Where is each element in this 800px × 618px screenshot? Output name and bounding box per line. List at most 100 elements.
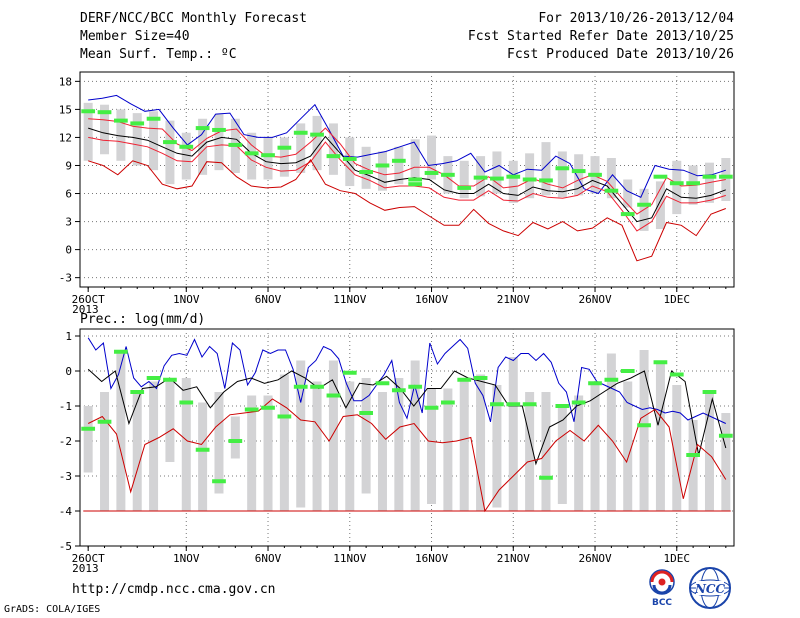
ensemble-box [704,392,714,511]
bcc-logo: BCC [649,569,675,608]
median-marker [620,212,635,217]
ensemble-box [198,118,208,175]
median-marker [571,169,586,174]
median-marker [637,202,651,207]
upper-line [88,94,726,198]
ensemble-box [149,111,159,171]
ensemble-box [508,160,518,203]
x-tick-label: 26OCT [72,552,105,565]
ensemble-box [525,153,535,199]
ensemble-box [574,154,584,196]
year-label: 2013 [72,303,99,316]
temperature-panel: -3 0 3 6 9 12 15 18 26OCT 1NOV 6NOV 11NOV 16NOV 21NOV… [59,71,735,316]
ncc-logo-text: NCC [694,582,726,596]
x-tick-label: 11NOV [333,552,366,565]
y-tick-label: 0 [65,365,72,378]
ensemble-box [541,392,551,511]
ensemble-box [492,151,502,194]
ensemble-box [214,392,224,494]
median-marker [97,419,112,424]
median-marker [539,178,553,183]
ensemble-box [296,123,306,173]
median-marker [604,188,619,193]
y-tick-label: -1 [59,400,72,413]
ncc-logo: NCC [689,567,731,609]
median-marker [588,172,602,177]
ensemble-box [149,381,159,511]
ensemble-box [639,350,649,511]
median-marker [391,388,406,393]
x-tick-label: 26OCT [72,293,105,306]
ensemble-box [83,406,93,473]
ensemble-box [606,353,616,511]
ensemble-box [181,378,191,511]
median-marker [702,174,717,179]
median-marker [81,426,96,431]
median-marker [588,381,602,386]
upper-line [87,337,727,424]
median-marker [179,144,194,149]
inner-upper-line [88,118,726,215]
ensemble-box [492,385,502,508]
median-marker [555,404,570,408]
grads-credit: GrADS: COLA/IGES [4,604,101,615]
y-tick-label: 0 [65,244,72,257]
ensemble-box [116,353,126,511]
median-marker [195,447,210,452]
x-tick-label: 1DEC [664,552,691,565]
mean-line [88,127,726,223]
ensemble-box [655,181,665,230]
median-marker [130,390,145,394]
ensemble-box [83,102,93,161]
ensemble-box [279,374,289,511]
forecast-period: For 2013/10/26-2013/12/04 [538,11,734,26]
x-tick-label: 1DEC [664,293,691,306]
median-marker [277,145,292,150]
member-size-label: Member Size=40 [80,29,190,44]
ensemble-box [410,360,420,511]
ensemble-box [230,416,240,459]
ensemble-box [345,381,355,511]
median-marker [408,384,423,389]
ensemble-box [394,146,404,185]
median-marker [571,400,586,405]
median-marker [473,376,488,380]
median-marker [473,175,488,180]
median-marker [326,154,341,159]
variable-label: Mean Surf. Temp.: ºC [80,47,237,62]
median-marker [81,109,96,114]
fcst-produced-date: Fcst Produced Date 2013/10/26 [507,47,734,62]
ensemble-box [427,388,437,504]
ensemble-box [623,179,633,208]
x-tick-label: 26NOV [578,552,611,565]
median-marker [424,170,439,175]
ensemble-box [672,160,682,215]
ensemble-box [557,406,567,504]
plot-frame [79,71,735,288]
y-tick-label: 1 [65,330,72,343]
median-marker [359,170,373,175]
median-marker [539,475,553,480]
median-marker [261,405,275,410]
ensemble-box [132,113,142,166]
median-marker [457,185,472,190]
median-marker [604,377,619,382]
median-marker [375,381,390,386]
median-marker [163,377,177,382]
ensemble-box [443,388,453,511]
median-marker [228,439,243,443]
median-marker [244,407,259,412]
ensemble-box [655,364,665,511]
ensemble-box [361,378,371,494]
y-tick-label: 6 [65,188,72,201]
median-marker [261,153,275,158]
ensemble-box [377,392,387,511]
ensemble-box [181,132,191,180]
median-marker [408,182,423,187]
ensemble-box [328,360,338,511]
median-marker [702,390,717,394]
y-tick-label: -5 [59,540,72,553]
ensemble-box [410,139,420,180]
x-tick-label: 26NOV [578,293,611,306]
